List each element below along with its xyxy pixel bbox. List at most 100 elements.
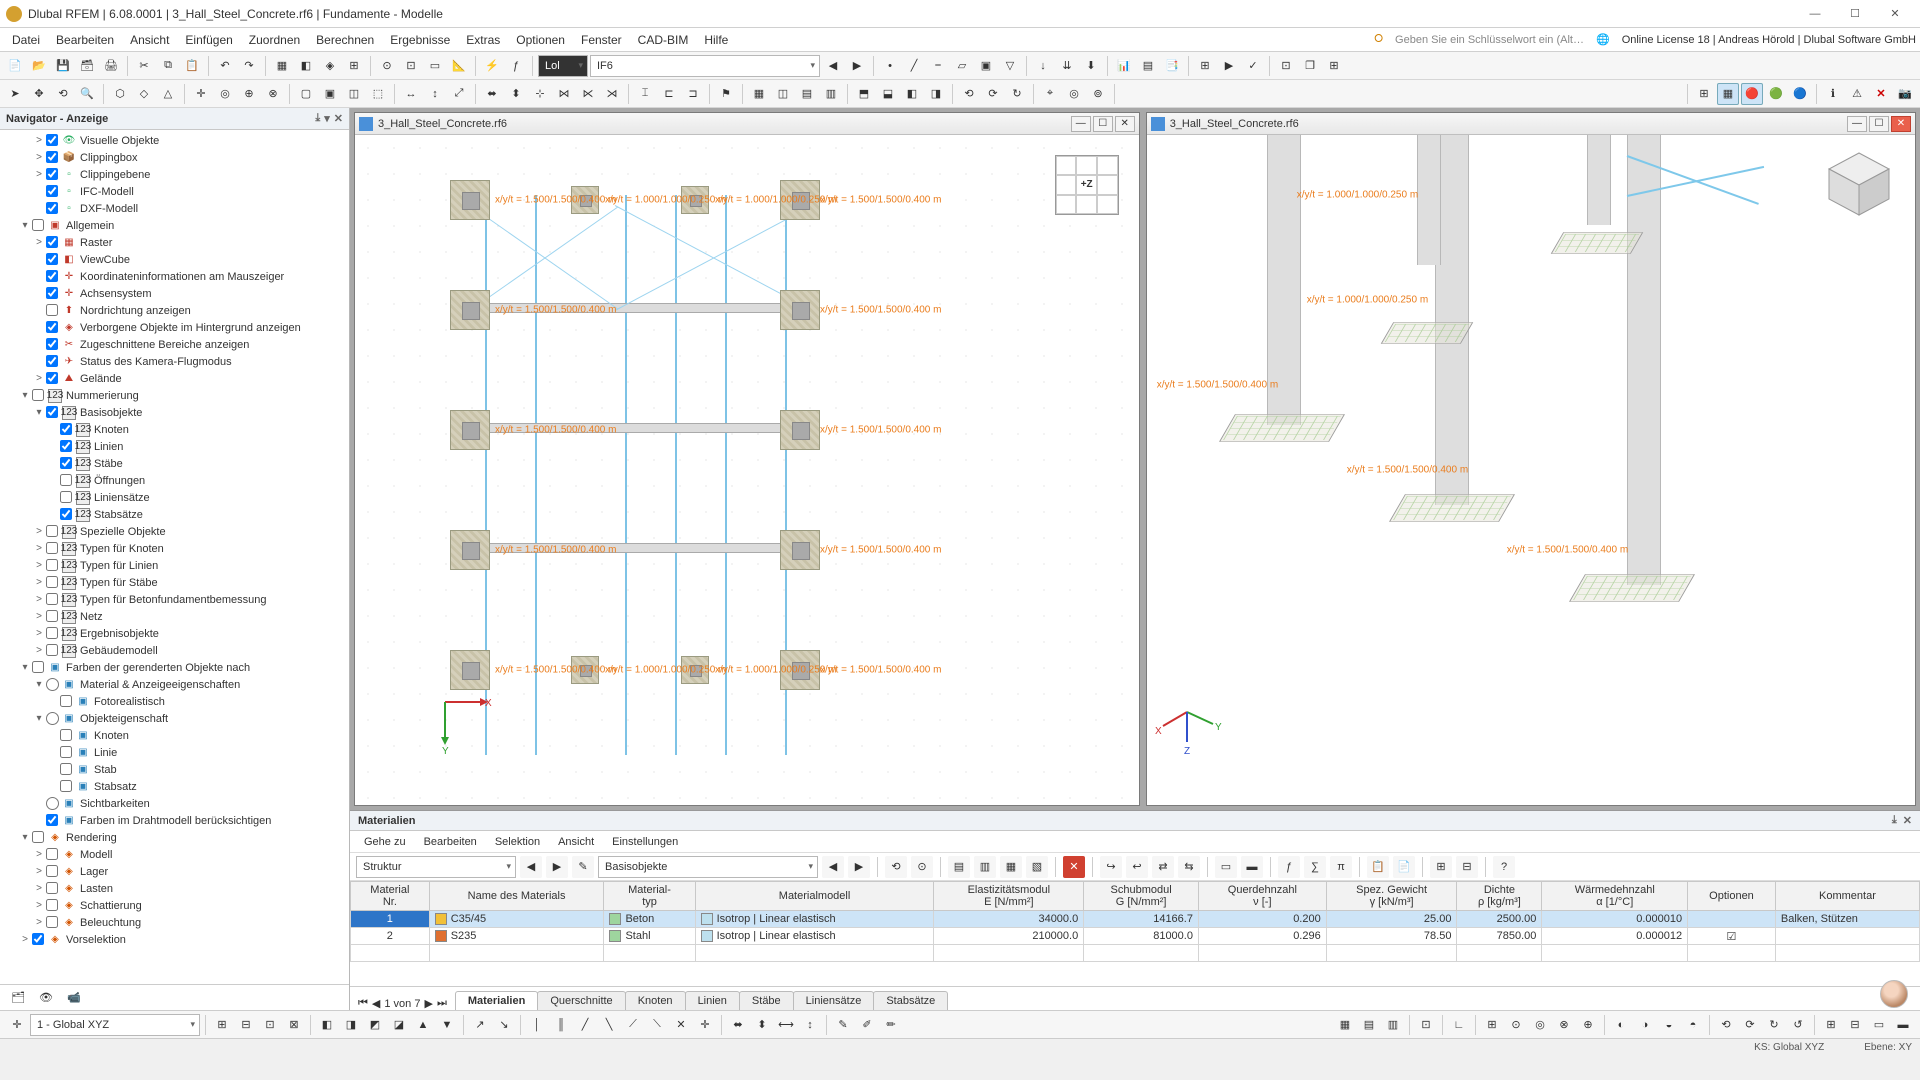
t2-grid2[interactable]: ▦ <box>1717 83 1739 105</box>
menu-zuordnen[interactable]: Zuordnen <box>241 30 308 50</box>
bb-17[interactable]: ⟋ <box>622 1014 644 1036</box>
pan-icon[interactable]: ✥ <box>28 83 50 105</box>
t2-28[interactable]: ⬒ <box>853 83 875 105</box>
t2-25[interactable]: ◫ <box>772 83 794 105</box>
bb-r10[interactable]: ⊕ <box>1577 1014 1599 1036</box>
tree-node[interactable]: >◈Vorselektion <box>4 931 347 948</box>
minimize-button[interactable]: — <box>1796 3 1834 25</box>
bb-7[interactable]: ◩ <box>364 1014 386 1036</box>
tree-node[interactable]: ▾◈Rendering <box>4 829 347 846</box>
results-icon[interactable]: 📊 <box>1113 55 1135 77</box>
t2-vis3[interactable]: 🔵 <box>1789 83 1811 105</box>
t2-29[interactable]: ⬓ <box>877 83 899 105</box>
tree-node[interactable]: 123Öffnungen <box>4 472 347 489</box>
mat-pin-icon[interactable]: ⤓ <box>1892 814 1897 827</box>
bb-15[interactable]: ╱ <box>574 1014 596 1036</box>
save-button[interactable]: 💾 <box>52 55 74 77</box>
mat-combo-right[interactable]: Basisobjekte <box>598 856 818 878</box>
load-case-type-combo[interactable]: Lol <box>538 55 588 77</box>
bb-r18[interactable]: ↺ <box>1787 1014 1809 1036</box>
paste-button[interactable]: 📋 <box>181 55 203 77</box>
help-icon[interactable]: ⭘ <box>1374 33 1383 46</box>
calc-icon[interactable]: ▶ <box>1218 55 1240 77</box>
tree-node[interactable]: ▫IFC-Modell <box>4 183 347 200</box>
bb-13[interactable]: │ <box>526 1014 548 1036</box>
mat-menu-einstellungen[interactable]: Einstellungen <box>604 834 686 850</box>
search-hint[interactable]: Geben Sie ein Schlüsselwort ein (Alt… <box>1395 34 1584 46</box>
mat-tb-14[interactable]: ∑ <box>1304 856 1326 878</box>
tree-node[interactable]: >123Ergebnisobjekte <box>4 625 347 642</box>
mat-tb-12[interactable]: ▬ <box>1241 856 1263 878</box>
mat-tb-4[interactable]: ▥ <box>974 856 996 878</box>
mat-tab[interactable]: Knoten <box>625 991 686 1010</box>
load-line-icon[interactable]: ⇊ <box>1056 55 1078 77</box>
bb-19[interactable]: ✕ <box>670 1014 692 1036</box>
tree-node[interactable]: >👁Visuelle Objekte <box>4 132 347 149</box>
bb-11[interactable]: ↗ <box>469 1014 491 1036</box>
view-max-button[interactable]: ☐ <box>1869 116 1889 132</box>
tree-node[interactable]: 123Stäbe <box>4 455 347 472</box>
bb-r7[interactable]: ⊙ <box>1505 1014 1527 1036</box>
mat-tab[interactable]: Liniensätze <box>793 991 875 1010</box>
tree-node[interactable]: >123Spezielle Objekte <box>4 523 347 540</box>
t2-20[interactable]: ⋊ <box>601 83 623 105</box>
bb-r14[interactable]: ◓ <box>1682 1014 1704 1036</box>
t2-vis2[interactable]: 🟢 <box>1765 83 1787 105</box>
iso-canvas[interactable]: x/y/t = 1.000/1.000/0.250 m x/y/t = 1.50… <box>1147 135 1915 805</box>
tree-node[interactable]: >123Typen für Stäbe <box>4 574 347 591</box>
report-icon[interactable]: 📑 <box>1161 55 1183 77</box>
mat-tb-5[interactable]: ▦ <box>1000 856 1022 878</box>
mat-col-header[interactable]: Querdehnzahlν [-] <box>1198 882 1326 911</box>
t2-24[interactable]: ▦ <box>748 83 770 105</box>
bb-r4[interactable]: ⊡ <box>1415 1014 1437 1036</box>
bb-r9[interactable]: ⊗ <box>1553 1014 1575 1036</box>
view-wire-button[interactable]: ▦ <box>271 55 293 77</box>
tree-node[interactable]: ▾123Nummerierung <box>4 387 347 404</box>
navigator-tree[interactable]: >👁Visuelle Objekte>📦Clippingbox>▫Clippin… <box>0 130 349 984</box>
bb-r3[interactable]: ▥ <box>1382 1014 1404 1036</box>
mat-col-header[interactable]: Materialmodell <box>695 882 934 911</box>
t2-vis1[interactable]: 🔴 <box>1741 83 1763 105</box>
tree-node[interactable]: 123Knoten <box>4 421 347 438</box>
t2-7[interactable]: ⊗ <box>262 83 284 105</box>
t2-4[interactable]: ✛ <box>190 83 212 105</box>
mat-col-header[interactable]: Material-typ <box>604 882 695 911</box>
bb-22[interactable]: ⬍ <box>751 1014 773 1036</box>
tree-node[interactable]: >◈Lager <box>4 863 347 880</box>
t2-26[interactable]: ▤ <box>796 83 818 105</box>
mat-tb-6[interactable]: ▧ <box>1026 856 1048 878</box>
bb-6[interactable]: ◨ <box>340 1014 362 1036</box>
mat-menu-bearbeiten[interactable]: Bearbeiten <box>416 834 485 850</box>
tree-node[interactable]: >123Gebäudemodell <box>4 642 347 659</box>
tree-node[interactable]: >123Typen für Knoten <box>4 540 347 557</box>
mat-tb-2[interactable]: ⊙ <box>911 856 933 878</box>
materials-table[interactable]: MaterialNr.Name des MaterialsMaterial-ty… <box>350 881 1920 962</box>
bb-10[interactable]: ▼ <box>436 1014 458 1036</box>
t2-16[interactable]: ⬍ <box>505 83 527 105</box>
bb-r17[interactable]: ↻ <box>1763 1014 1785 1036</box>
maximize-button[interactable]: ☐ <box>1836 3 1874 25</box>
bb-r11[interactable]: ◐ <box>1610 1014 1632 1036</box>
line-icon[interactable]: ╱ <box>903 55 925 77</box>
tree-node[interactable]: ▣Linie <box>4 744 347 761</box>
t2-18[interactable]: ⋈ <box>553 83 575 105</box>
print-button[interactable]: 🖨 <box>100 55 122 77</box>
rotate-icon[interactable]: ⟲ <box>52 83 74 105</box>
mat-help-icon[interactable]: ? <box>1493 856 1515 878</box>
bb-r13[interactable]: ◒ <box>1658 1014 1680 1036</box>
t2-warn[interactable]: ⚠ <box>1846 83 1868 105</box>
bb-r20[interactable]: ⊟ <box>1844 1014 1866 1036</box>
tree-node[interactable]: >123Netz <box>4 608 347 625</box>
t2-22[interactable]: ⊏ <box>658 83 680 105</box>
menu-extras[interactable]: Extras <box>458 30 508 50</box>
cut-button[interactable]: ✂ <box>133 55 155 77</box>
mat-menu-gehe zu[interactable]: Gehe zu <box>356 834 414 850</box>
bb-cs-icon[interactable]: ✛ <box>6 1014 28 1036</box>
view-solid-button[interactable]: ◧ <box>295 55 317 77</box>
bb-r1[interactable]: ▦ <box>1334 1014 1356 1036</box>
bb-r6[interactable]: ⊞ <box>1481 1014 1503 1036</box>
bolt-icon[interactable]: ⚡ <box>481 55 503 77</box>
menu-optionen[interactable]: Optionen <box>508 30 573 50</box>
t2-35[interactable]: ⌖ <box>1039 83 1061 105</box>
mat-edit[interactable]: ✎ <box>572 856 594 878</box>
